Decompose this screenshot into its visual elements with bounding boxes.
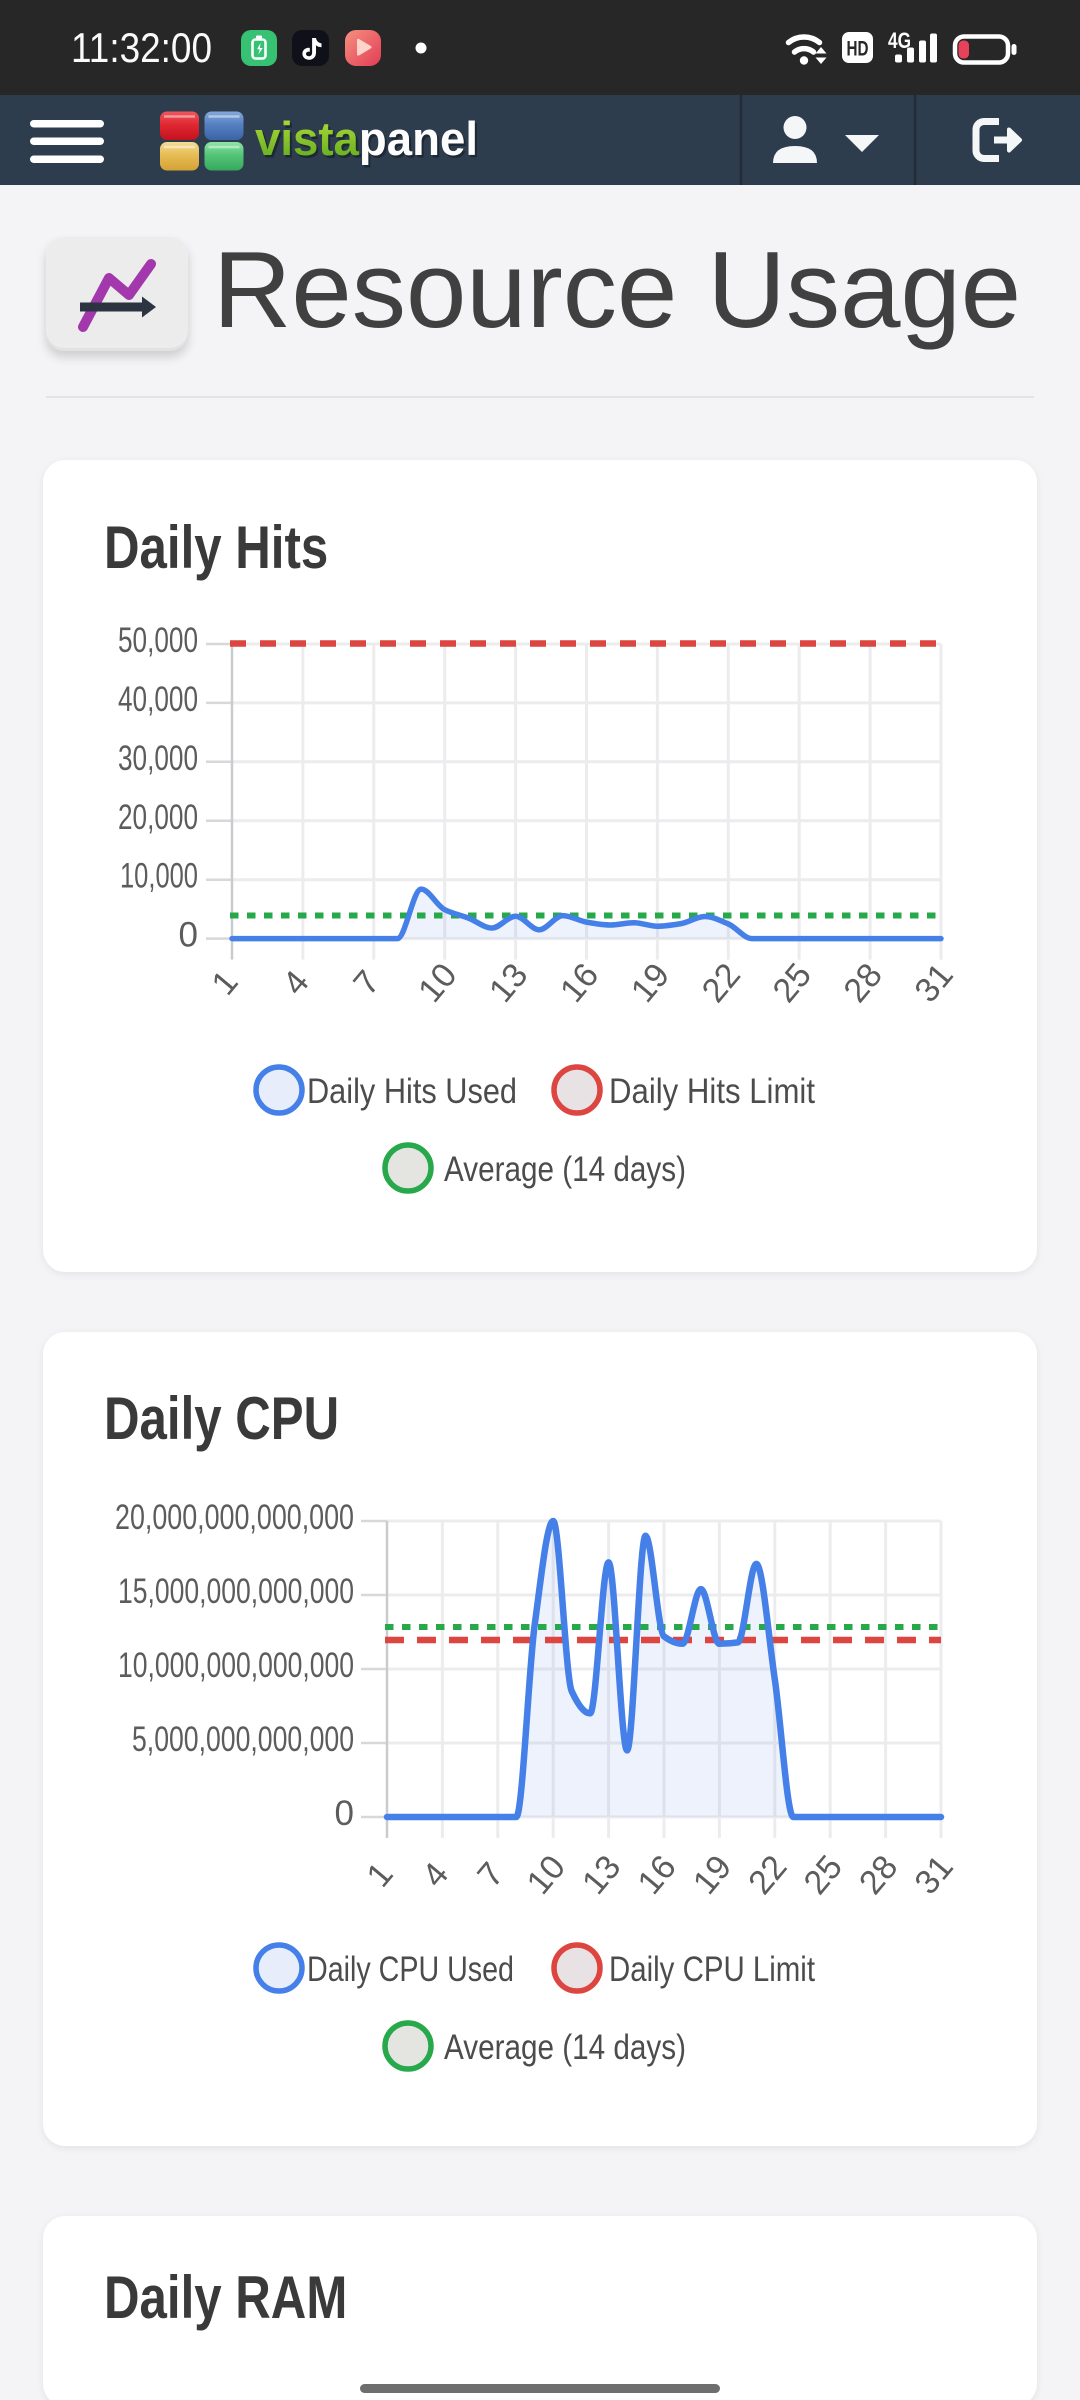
svg-text:30,000: 30,000	[118, 739, 198, 778]
svg-text:Daily Hits Limit: Daily Hits Limit	[609, 1072, 815, 1111]
svg-text:16: 16	[630, 1848, 683, 1901]
svg-text:4: 4	[275, 963, 316, 1002]
svg-text:19: 19	[624, 956, 677, 1009]
svg-text:28: 28	[836, 956, 889, 1009]
svg-text:25: 25	[766, 956, 819, 1009]
svg-text:4: 4	[415, 1855, 456, 1894]
svg-text:19: 19	[686, 1848, 739, 1901]
svg-text:7: 7	[470, 1855, 511, 1894]
svg-text:5,000,000,000,000: 5,000,000,000,000	[132, 1720, 354, 1759]
svg-text:13: 13	[575, 1848, 628, 1901]
svg-text:22: 22	[741, 1848, 794, 1901]
svg-text:31: 31	[907, 956, 960, 1009]
svg-text:0: 0	[335, 1794, 354, 1833]
svg-text:15,000,000,000,000: 15,000,000,000,000	[118, 1572, 354, 1611]
svg-text:11:32:00: 11:32:00	[71, 24, 212, 71]
svg-text:Daily Hits Used: Daily Hits Used	[307, 1072, 517, 1111]
svg-text:16: 16	[553, 956, 606, 1009]
svg-text:13: 13	[482, 956, 535, 1009]
svg-text:HD: HD	[847, 38, 869, 61]
svg-text:10: 10	[411, 956, 464, 1009]
svg-text:Daily CPU Limit: Daily CPU Limit	[609, 1950, 815, 1989]
svg-text:50,000: 50,000	[118, 621, 198, 660]
svg-text:20,000,000,000,000: 20,000,000,000,000	[115, 1498, 354, 1537]
svg-text:vistapanel: vistapanel	[257, 115, 480, 168]
svg-text:10,000: 10,000	[120, 857, 198, 896]
svg-text:Average (14 days): Average (14 days)	[444, 1150, 686, 1189]
svg-text:0: 0	[179, 916, 198, 955]
svg-text:Daily CPU Used: Daily CPU Used	[307, 1950, 514, 1989]
svg-text:7: 7	[346, 963, 387, 1002]
svg-text:22: 22	[695, 956, 748, 1009]
svg-text:10,000,000,000,000: 10,000,000,000,000	[118, 1646, 354, 1685]
svg-text:1: 1	[204, 963, 245, 1002]
svg-text:4G: 4G	[888, 28, 911, 53]
svg-text:10: 10	[520, 1848, 573, 1901]
svg-text:25: 25	[797, 1848, 850, 1901]
svg-text:40,000: 40,000	[118, 680, 198, 719]
svg-text:28: 28	[852, 1848, 905, 1901]
svg-text:31: 31	[907, 1848, 960, 1901]
svg-text:vistapanel: vistapanel	[255, 112, 478, 165]
svg-text:20,000: 20,000	[118, 798, 198, 837]
svg-text:Average (14 days): Average (14 days)	[444, 2028, 686, 2067]
svg-text:1: 1	[359, 1855, 400, 1894]
